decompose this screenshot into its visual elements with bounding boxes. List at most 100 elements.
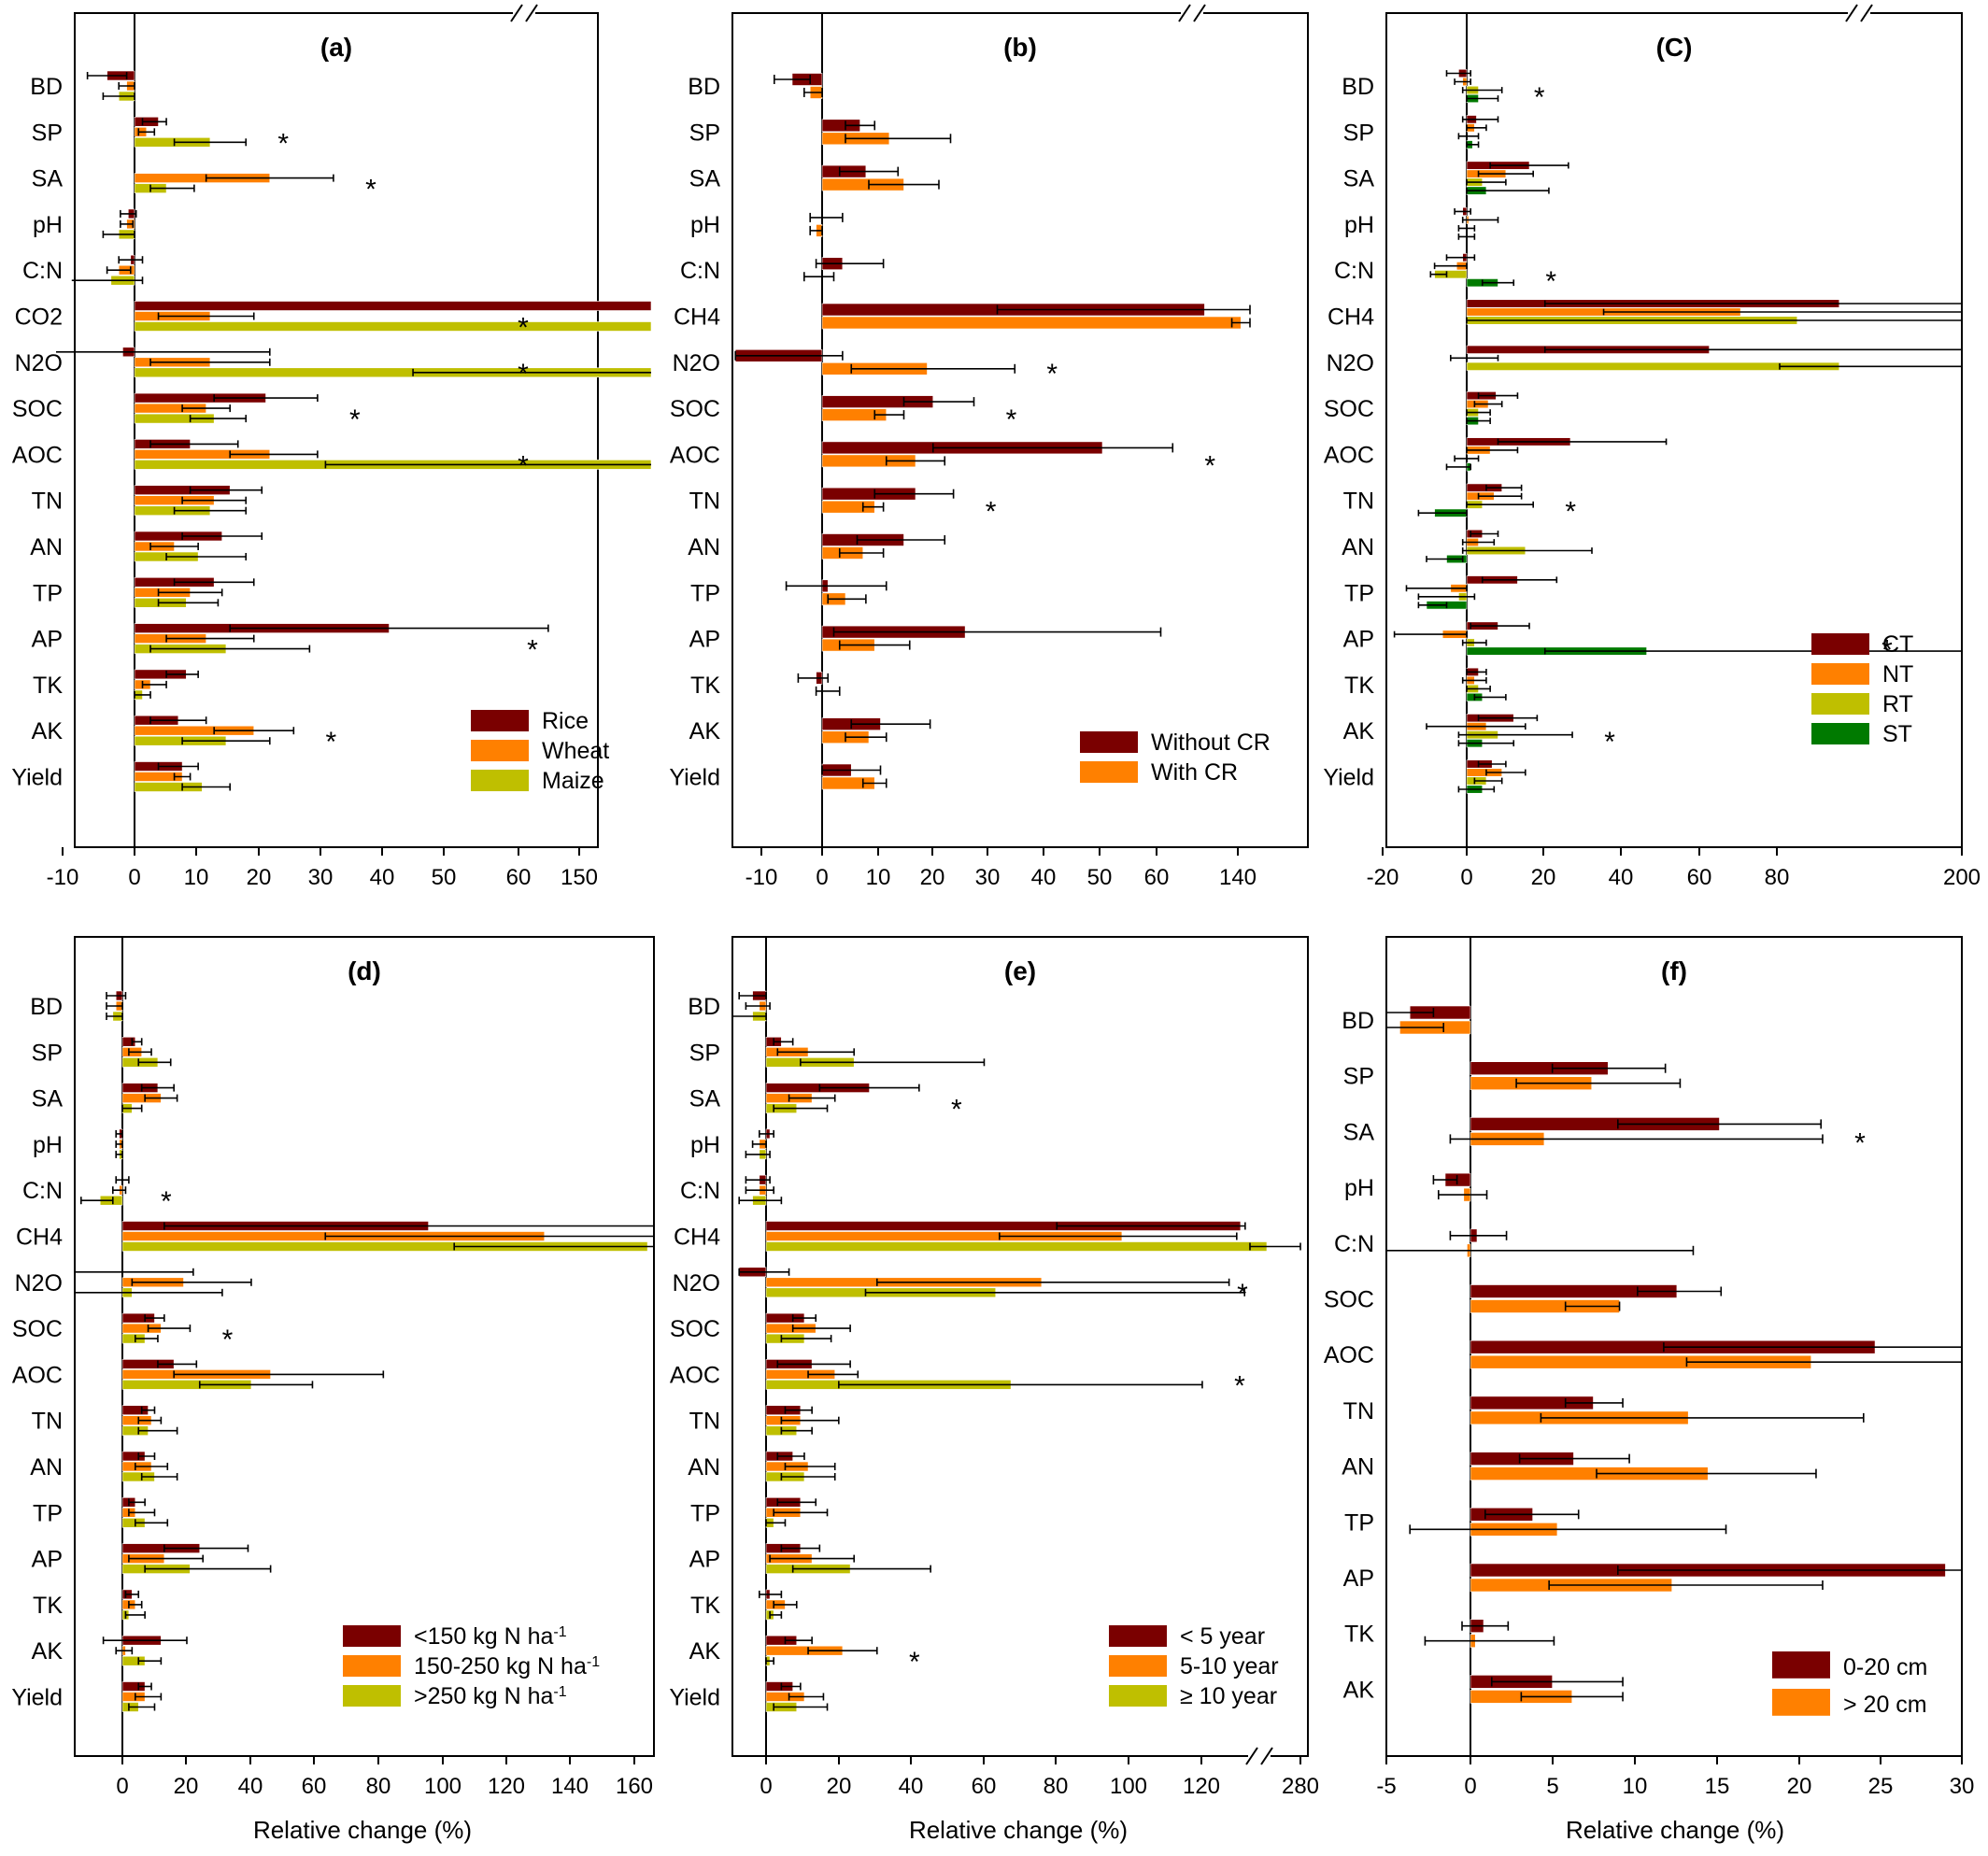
category-label-c-n: C:N	[680, 1178, 720, 1204]
panel-label: (d)	[348, 956, 381, 985]
axis-break-mark	[1845, 4, 1858, 22]
category-label-tk: TK	[1344, 673, 1374, 699]
panel-c: (C) -20 0 20 40 60 80 200 BD * SP SA pH C:N * CH4 N2O SOC…	[1323, 4, 1981, 890]
panel-label: (a)	[320, 33, 352, 62]
x-tick-label: 60	[1687, 865, 1712, 890]
x-tick-label: 160	[616, 1774, 653, 1799]
significance-star-soc: *	[222, 1325, 234, 1355]
category-label-bd: BD	[688, 74, 720, 100]
category-label-yield: Yield	[669, 765, 720, 791]
category-label-tn: TN	[689, 1409, 720, 1435]
significance-star-co2: *	[518, 313, 529, 344]
category-label-ap: AP	[32, 627, 63, 653]
x-tick-label: 200	[1943, 865, 1981, 890]
panel-label: (C)	[1656, 33, 1693, 62]
x-tick-label: 120	[488, 1774, 525, 1799]
category-label-yield: Yield	[1323, 765, 1374, 791]
category-label-tp: TP	[33, 580, 63, 606]
legend-swatch-10-year	[1109, 1685, 1167, 1707]
panel-f: (f) -5 0 5 10 15 20 25 30 BD SP SA * pH C:N SOC AOC TN AN T…	[1324, 936, 1974, 1799]
category-label-aoc: AOC	[670, 442, 720, 468]
panel-label: (f)	[1661, 956, 1687, 985]
x-tick-label: 0	[816, 865, 828, 890]
x-tick-label: 10	[866, 865, 891, 890]
category-label-sp: SP	[1343, 1064, 1374, 1090]
category-label-an: AN	[688, 534, 720, 560]
axis-break-mark	[1178, 4, 1191, 22]
x-tick-label: 280	[1282, 1774, 1319, 1799]
category-label-sp: SP	[689, 1040, 720, 1066]
x-axis-title-left: Relative change (%)	[252, 1816, 473, 1844]
legend-swatch-250-kg-n-ha-1	[343, 1685, 401, 1707]
category-label-tn: TN	[689, 489, 720, 515]
category-label-bd: BD	[1342, 1008, 1374, 1034]
category-label-tn: TN	[1343, 489, 1374, 515]
panel-label: (e)	[1004, 956, 1036, 985]
category-label-sa: SA	[1343, 1119, 1375, 1145]
category-label-ak: AK	[1343, 718, 1375, 744]
category-label-tk: TK	[690, 673, 720, 699]
bar-ch4-with-cr	[821, 316, 1242, 330]
category-label-c-n: C:N	[1334, 1231, 1374, 1257]
legend-swatch-st	[1811, 723, 1869, 745]
category-label-ph: pH	[33, 1132, 63, 1158]
category-label-yield: Yield	[11, 1685, 63, 1711]
category-label-sa: SA	[1343, 166, 1375, 192]
legend-swatch-5-10-year	[1109, 1655, 1167, 1678]
significance-star-soc: *	[349, 404, 361, 435]
x-tick-label: 30	[308, 865, 334, 890]
category-label-sp: SP	[1343, 120, 1374, 146]
x-tick-label: 10	[184, 865, 209, 890]
category-label-bd: BD	[688, 994, 720, 1020]
legend-swatch-0-20-cm	[1772, 1651, 1830, 1679]
significance-star-sa: *	[951, 1095, 962, 1126]
significance-star-aoc: *	[1204, 450, 1215, 481]
legend-label-with-cr: With CR	[1151, 759, 1238, 786]
significance-star-c-n: *	[1545, 266, 1556, 297]
x-tick-label: 100	[1110, 1774, 1147, 1799]
x-tick-label: 30	[975, 865, 1001, 890]
category-label-ak: AK	[32, 1638, 64, 1665]
x-axis-title-middle: Relative change (%)	[908, 1816, 1129, 1844]
x-tick-label: -5	[1376, 1774, 1396, 1799]
x-tick-label: 20	[1531, 865, 1556, 890]
x-tick-label: -10	[746, 865, 778, 890]
category-label-c-n: C:N	[22, 1178, 63, 1204]
category-label-aoc: AOC	[1324, 442, 1374, 468]
category-label-sa: SA	[689, 166, 721, 192]
x-tick-label: 40	[1031, 865, 1057, 890]
legend-label-rice: Rice	[542, 708, 589, 734]
x-tick-label: 100	[424, 1774, 462, 1799]
x-tick-label: 20	[174, 1774, 199, 1799]
category-label-n2o: N2O	[15, 1270, 63, 1296]
axis-break-mark	[1260, 1747, 1273, 1765]
category-label-soc: SOC	[670, 1316, 720, 1342]
legend-label-ct: CT	[1882, 631, 1913, 658]
x-tick-label: 0	[1460, 865, 1472, 890]
legend-label-without-cr: Without CR	[1151, 730, 1271, 756]
category-label-aoc: AOC	[12, 1362, 63, 1388]
legend-swatch-ct	[1811, 633, 1869, 656]
legend-swatch-150-kg-n-ha-1	[343, 1625, 401, 1648]
category-label-an: AN	[30, 534, 63, 560]
category-label-bd: BD	[1342, 74, 1374, 100]
category-label-tn: TN	[32, 1409, 63, 1435]
category-label-sa: SA	[32, 166, 64, 192]
significance-star-n2o: *	[1046, 359, 1058, 390]
panel-a: (a) -10 0 10 20 30 40 50 60 150 BD SP * SA * pH C:N CO2 * N…	[11, 4, 652, 890]
category-label-soc: SOC	[1324, 1287, 1374, 1313]
category-label-yield: Yield	[11, 765, 63, 791]
x-tick-label: 25	[1868, 1774, 1894, 1799]
x-tick-label: 50	[432, 865, 457, 890]
category-label-tk: TK	[690, 1593, 720, 1619]
category-label-c-n: C:N	[680, 258, 720, 284]
category-label-ap: AP	[689, 1547, 720, 1573]
legend-swatch-150-250-kg-n-ha-1	[343, 1655, 401, 1678]
legend-label-0-20-cm: 0-20 cm	[1843, 1654, 1927, 1680]
significance-star-sa: *	[365, 175, 376, 205]
category-label-n2o: N2O	[673, 1270, 720, 1296]
x-tick-label: 20	[827, 1774, 852, 1799]
category-label-c-n: C:N	[1334, 258, 1374, 284]
category-label-soc: SOC	[1324, 396, 1374, 422]
x-tick-label: -20	[1367, 865, 1399, 890]
